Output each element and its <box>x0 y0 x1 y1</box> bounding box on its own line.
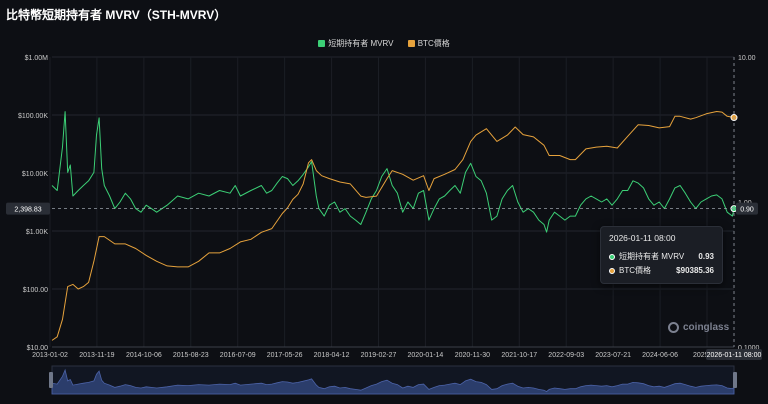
tooltip-dot-btc-price <box>609 267 615 274</box>
tooltip-value: 0.93 <box>698 252 714 261</box>
x-tick-label: 2024-06-06 <box>642 352 678 359</box>
legend-label-sth-mvrv: 短期持有者 MVRV <box>328 39 394 48</box>
tooltip-value: $90385.36 <box>676 266 714 275</box>
legend-item-btc-price[interactable]: BTC價格 <box>407 38 450 49</box>
x-tick-label: 2018-04-12 <box>314 352 350 359</box>
x-tick-label: 2023-07-21 <box>595 352 631 359</box>
range-navigator[interactable] <box>49 365 737 395</box>
crosshair-left-badge <box>6 202 50 215</box>
tooltip-label: 短期持有者 MVRV <box>619 252 685 261</box>
watermark-text: coinglass <box>683 322 730 333</box>
page-title: 比特幣短期持有者 MVRV（STH-MVRV） <box>6 8 227 22</box>
legend-item-sth-mvrv[interactable]: 短期持有者 MVRV <box>318 38 393 49</box>
x-tick-label: 2013-01-02 <box>32 352 68 359</box>
cursor-date-label: 2026-01-11 08:00 <box>707 352 762 359</box>
x-tick-label: 2021-10-17 <box>501 352 537 359</box>
watermark: coinglass <box>668 322 729 333</box>
tooltip: 2026-01-11 08:00 短期持有者 MVRV 0.93 BTC價格 $… <box>600 226 723 284</box>
tooltip-label: BTC價格 <box>619 266 651 275</box>
y-left-tick-label: $10.00K <box>22 171 48 178</box>
series-line-btc-price <box>51 111 735 341</box>
y-right-tick-label: 10.00 <box>738 55 756 62</box>
x-tick-label: 2015-08-23 <box>173 352 209 359</box>
y-left-tick-label: $10.00 <box>27 345 49 352</box>
y-right-tick-label: 0.1000 <box>738 345 760 352</box>
coinglass-logo-icon <box>668 322 679 333</box>
legend-label-btc-price: BTC價格 <box>417 39 450 48</box>
tooltip-dot-sth-mvrv <box>609 253 615 260</box>
y-left-tick-label: $100.00K <box>18 113 48 120</box>
crosshair-right-badge <box>736 202 758 215</box>
x-tick-label: 2013-11-19 <box>79 352 114 359</box>
x-axis: 2013-01-02 2013-11-19 2014-10-06 2015-08-23… <box>32 352 722 359</box>
grid-lines <box>49 56 734 348</box>
tooltip-date: 2026-01-11 08:00 <box>609 233 676 243</box>
crosshair-left-label: 2,398.83 <box>14 207 41 214</box>
navigator-area <box>51 368 735 395</box>
y-left-tick-label: $1.00M <box>25 55 49 62</box>
tooltip-row-sth-mvrv: 短期持有者 MVRV 0.93 <box>609 251 714 262</box>
x-tick-label: 2020-01-14 <box>408 352 444 359</box>
legend-swatch-btc-price <box>407 40 415 47</box>
x-tick-label: 2016-07-09 <box>220 352 256 359</box>
navigator-handle-left <box>49 372 53 388</box>
x-tick-label: 2017-05-26 <box>267 352 303 359</box>
y-axis-left: $10.00 $100.00 $1.00K $10.00K $100.00K $1.00M <box>18 55 48 352</box>
tooltip-row-btc-price: BTC價格 $90385.36 <box>609 265 714 276</box>
legend-swatch-sth-mvrv <box>318 40 326 47</box>
y-left-tick-label: $1.00K <box>26 229 49 236</box>
navigator-handle-right <box>733 372 737 388</box>
x-tick-label: 2022-09-03 <box>548 352 584 359</box>
cursor-date-badge <box>706 349 762 360</box>
series-line-sth-mvrv <box>51 111 735 233</box>
x-tick-label: 2019-02-27 <box>361 352 397 359</box>
crosshair-right-label: 0.90 <box>740 207 754 214</box>
y-left-tick-label: $100.00 <box>23 287 48 294</box>
crosshair: 2,398.83 0.90 2026-01-11 08:00 <box>6 57 762 360</box>
x-tick-label: 2020-11-30 <box>455 352 490 359</box>
x-tick-label: 2014-10-06 <box>126 352 162 359</box>
chart-legend: 短期持有者 MVRV BTC價格 <box>0 38 768 49</box>
